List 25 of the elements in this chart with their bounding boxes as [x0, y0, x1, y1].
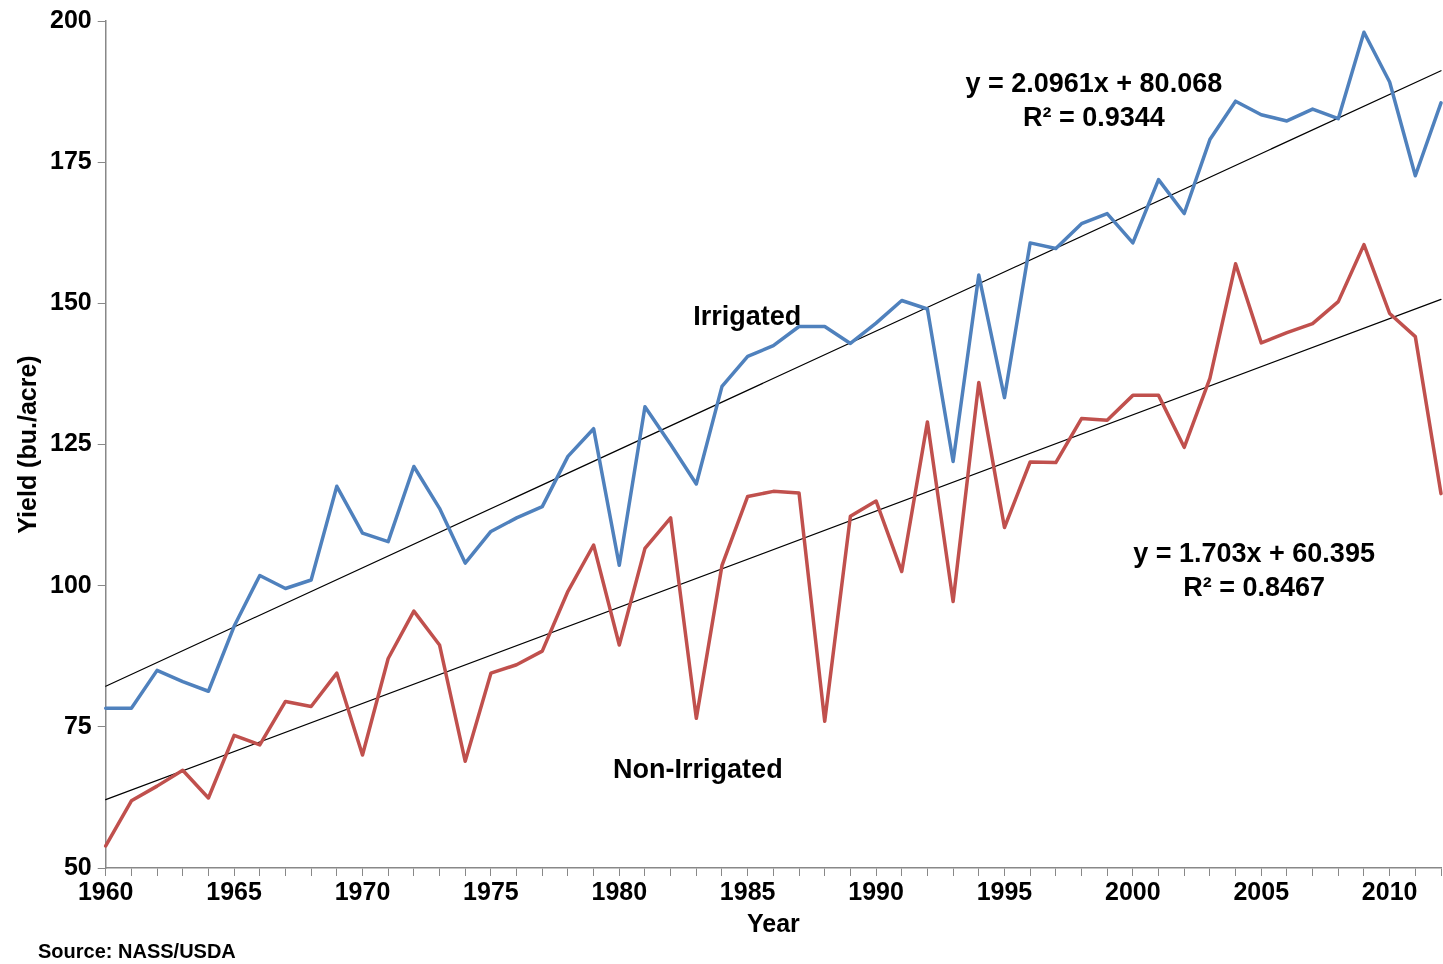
annotation: y = 2.0961x + 80.068	[965, 67, 1223, 98]
x-tick-label: 1970	[334, 876, 391, 905]
x-tick-label: 1985	[719, 876, 776, 905]
x-tick-label: 1995	[976, 876, 1033, 905]
source-note: Source: NASS/USDA	[38, 939, 236, 962]
y-axis-title: Yield (bu./acre)	[12, 355, 41, 534]
x-axis-title: Year	[746, 908, 801, 937]
x-tick-label: 1980	[591, 876, 648, 905]
x-tick-label: 2000	[1105, 876, 1161, 905]
x-tick-label: 2005	[1233, 876, 1290, 905]
y-tick-label: 75	[63, 710, 92, 739]
x-tick-label: 1990	[848, 876, 904, 905]
y-tick-label: 100	[49, 569, 92, 598]
annotation: y = 1.703x + 60.395	[1133, 538, 1375, 569]
y-tick-label: 200	[49, 4, 92, 33]
x-tick-label: 2010	[1361, 876, 1418, 905]
y-tick-label: 150	[49, 287, 92, 316]
annotation: R² = 0.8467	[1183, 571, 1325, 602]
x-tick-label: 1975	[463, 876, 519, 905]
y-tick-label: 175	[49, 146, 92, 175]
y-tick-label: 125	[49, 428, 92, 457]
x-tick-label: 1965	[206, 876, 262, 905]
annotation: R² = 0.9344	[1022, 101, 1165, 132]
series-label: Non-Irrigated	[613, 754, 783, 785]
series-label: Irrigated	[693, 300, 802, 331]
